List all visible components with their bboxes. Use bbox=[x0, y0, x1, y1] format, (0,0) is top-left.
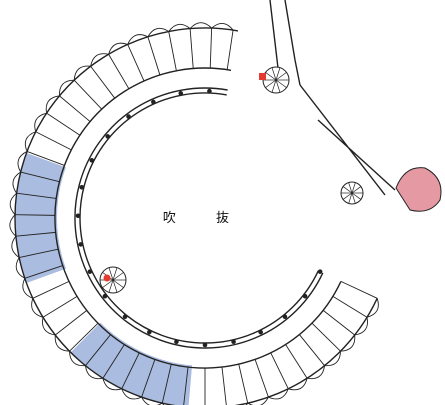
highlighted-unit-red bbox=[395, 167, 442, 212]
marker-lower-left bbox=[103, 274, 111, 282]
column bbox=[89, 158, 95, 163]
column bbox=[178, 91, 184, 96]
red-unit-east bbox=[395, 167, 442, 212]
column bbox=[79, 184, 85, 190]
inner-wall-2 bbox=[74, 87, 324, 349]
column bbox=[282, 314, 288, 319]
north-entrance bbox=[269, 0, 301, 86]
stair-north bbox=[262, 66, 290, 94]
column bbox=[231, 339, 236, 345]
column bbox=[207, 88, 212, 94]
red-markers bbox=[103, 73, 266, 282]
column bbox=[202, 342, 208, 348]
corridor-wall bbox=[54, 67, 342, 369]
column bbox=[302, 293, 308, 299]
column bbox=[258, 329, 263, 335]
stair-southwest bbox=[99, 266, 127, 294]
column bbox=[105, 134, 111, 139]
column bbox=[147, 329, 152, 335]
stair-east bbox=[340, 181, 364, 205]
column bbox=[174, 339, 179, 345]
unit-partitions bbox=[15, 28, 378, 405]
outer-wall bbox=[14, 27, 378, 405]
column bbox=[102, 293, 108, 299]
column bbox=[75, 213, 81, 219]
building-walls bbox=[14, 0, 396, 405]
balcony-scallops bbox=[9, 22, 379, 405]
column bbox=[126, 114, 131, 119]
inner-wall bbox=[79, 92, 319, 344]
marker-upper bbox=[259, 73, 266, 80]
blue-unit-south bbox=[70, 322, 193, 405]
spiral-stairs bbox=[99, 66, 364, 294]
column bbox=[317, 269, 323, 274]
column bbox=[151, 99, 156, 105]
column bbox=[87, 269, 93, 274]
column bbox=[78, 242, 84, 247]
column bbox=[122, 314, 128, 319]
structural-columns bbox=[75, 88, 323, 348]
atrium-label: 吹 抜 bbox=[163, 210, 247, 226]
east-connector bbox=[299, 84, 396, 196]
